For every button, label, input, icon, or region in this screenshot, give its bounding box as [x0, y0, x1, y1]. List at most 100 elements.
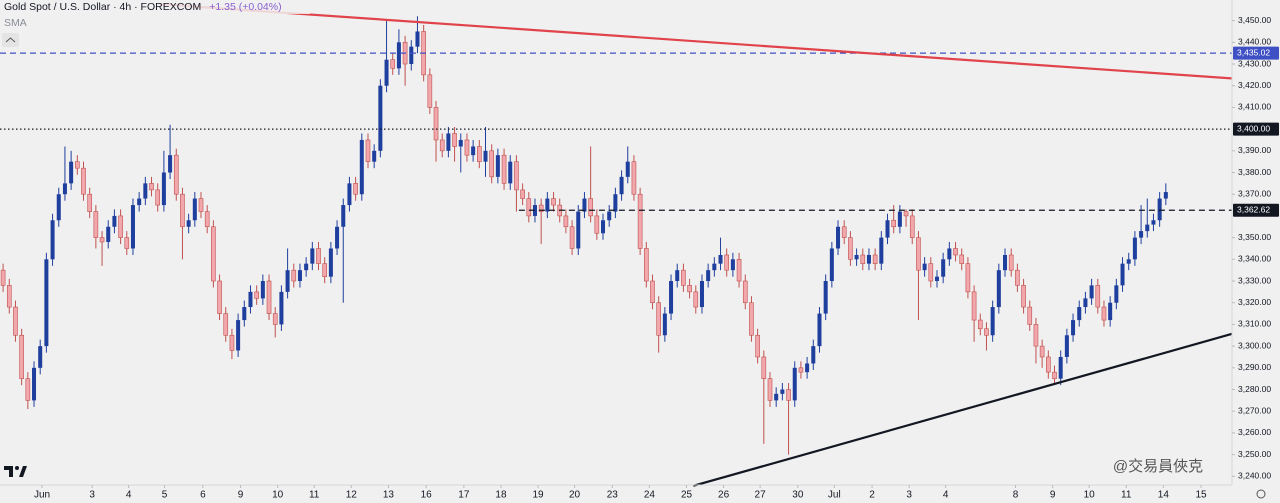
candle-body	[681, 269, 686, 286]
candle-body	[569, 226, 575, 249]
x-tick-label: 4	[943, 490, 949, 501]
candle-body	[477, 146, 482, 162]
collapse-icon	[5, 37, 16, 43]
candle-body	[538, 204, 544, 212]
candle-body	[798, 367, 804, 373]
x-tick-label: 9	[1050, 490, 1056, 501]
candle-body	[724, 254, 730, 271]
candle-body	[730, 259, 735, 271]
candle-body	[149, 183, 154, 191]
candle-body	[1008, 254, 1014, 271]
candle-body	[347, 183, 352, 206]
collapse-button[interactable]	[2, 33, 19, 47]
x-tick-label: 14	[1158, 490, 1170, 501]
settings-icon[interactable]	[1256, 489, 1266, 499]
candle-body	[687, 285, 692, 293]
x-tick-label: 11	[1121, 490, 1132, 501]
candle-body	[81, 167, 86, 195]
candle-body	[433, 107, 439, 141]
x-tick-label: 20	[569, 490, 581, 501]
y-tick-label: 3,330.00	[1238, 275, 1271, 285]
logo-part	[15, 466, 19, 470]
candle-body	[959, 254, 965, 264]
candle-body	[1046, 356, 1051, 373]
x-tick-label: 13	[383, 490, 395, 501]
candle-body	[872, 254, 878, 264]
candle-body	[186, 220, 191, 227]
candle-body	[879, 237, 884, 264]
candle-body	[619, 176, 624, 195]
candle-body	[143, 183, 148, 199]
level-label: 3,362.62	[1237, 204, 1270, 214]
candle-body	[650, 280, 655, 304]
candle-body	[1077, 307, 1082, 321]
candle-body	[1095, 285, 1101, 308]
candle-body	[50, 220, 55, 260]
x-tick-label: 30	[792, 490, 804, 501]
x-tick-label: 6	[200, 490, 206, 501]
candle-body	[736, 259, 742, 282]
candle-body	[996, 270, 1001, 308]
indicator-label: SMA	[4, 17, 27, 29]
y-tick-label: 3,290.00	[1238, 362, 1271, 372]
candle-body	[236, 320, 241, 351]
candle-body	[1071, 320, 1076, 336]
x-tick-label: 5	[162, 490, 168, 501]
candle-body	[848, 237, 853, 260]
candle-body	[112, 215, 117, 227]
x-tick-label: 8	[1013, 490, 1019, 501]
candle-body	[1151, 220, 1156, 225]
x-tick-label: 10	[272, 490, 284, 501]
candle-body	[965, 263, 971, 293]
candle-body	[805, 363, 810, 373]
x-tick-label: 17	[458, 490, 470, 501]
candle-body	[866, 254, 871, 264]
candle-body	[198, 198, 204, 212]
candle-body	[607, 211, 612, 221]
candle-body	[471, 146, 476, 156]
candle-body	[532, 205, 537, 216]
candle-body	[526, 198, 532, 217]
x-tick-label: 24	[644, 490, 656, 501]
candle-body	[99, 237, 105, 243]
trend-line	[159, 3, 1238, 80]
price-change: +1.35 (+0.04%)	[209, 1, 281, 13]
candle-body	[1015, 269, 1020, 286]
header-bg	[0, 0, 310, 14]
y-tick-label: 3,390.00	[1238, 145, 1271, 155]
candle-body	[1126, 259, 1131, 264]
candle-body	[643, 248, 649, 282]
y-tick-label: 3,280.00	[1238, 384, 1271, 394]
candle-body	[601, 220, 606, 234]
x-tick-label: 11	[309, 490, 320, 501]
tv-logo	[4, 466, 27, 477]
candle-body	[941, 259, 946, 277]
candle-body	[984, 328, 989, 336]
candle-body	[266, 280, 272, 314]
candle-body	[118, 215, 123, 238]
x-tick-label: Jun	[34, 490, 50, 501]
candle-body	[903, 211, 909, 217]
candle-body	[836, 226, 841, 249]
candle-body	[1120, 263, 1125, 286]
candle-body	[823, 281, 828, 314]
candle-body	[137, 198, 142, 206]
candle-body	[706, 270, 711, 282]
candle-body	[953, 248, 958, 256]
candle-body	[909, 215, 915, 238]
candle-body	[341, 205, 346, 227]
y-tick-label: 3,430.00	[1238, 58, 1271, 68]
candle-body	[712, 263, 717, 271]
x-tick-label: 15	[1196, 490, 1208, 501]
candle-body	[62, 183, 67, 195]
x-tick-label: 23	[607, 490, 619, 501]
candle-body	[625, 161, 630, 177]
candle-body	[6, 285, 12, 308]
candle-body	[439, 139, 445, 152]
candle-body	[1027, 306, 1033, 325]
candle-body	[718, 254, 723, 264]
candle-body	[1157, 198, 1162, 221]
candle-body	[310, 248, 315, 264]
candle-body	[130, 205, 135, 249]
candle-body	[749, 302, 754, 336]
